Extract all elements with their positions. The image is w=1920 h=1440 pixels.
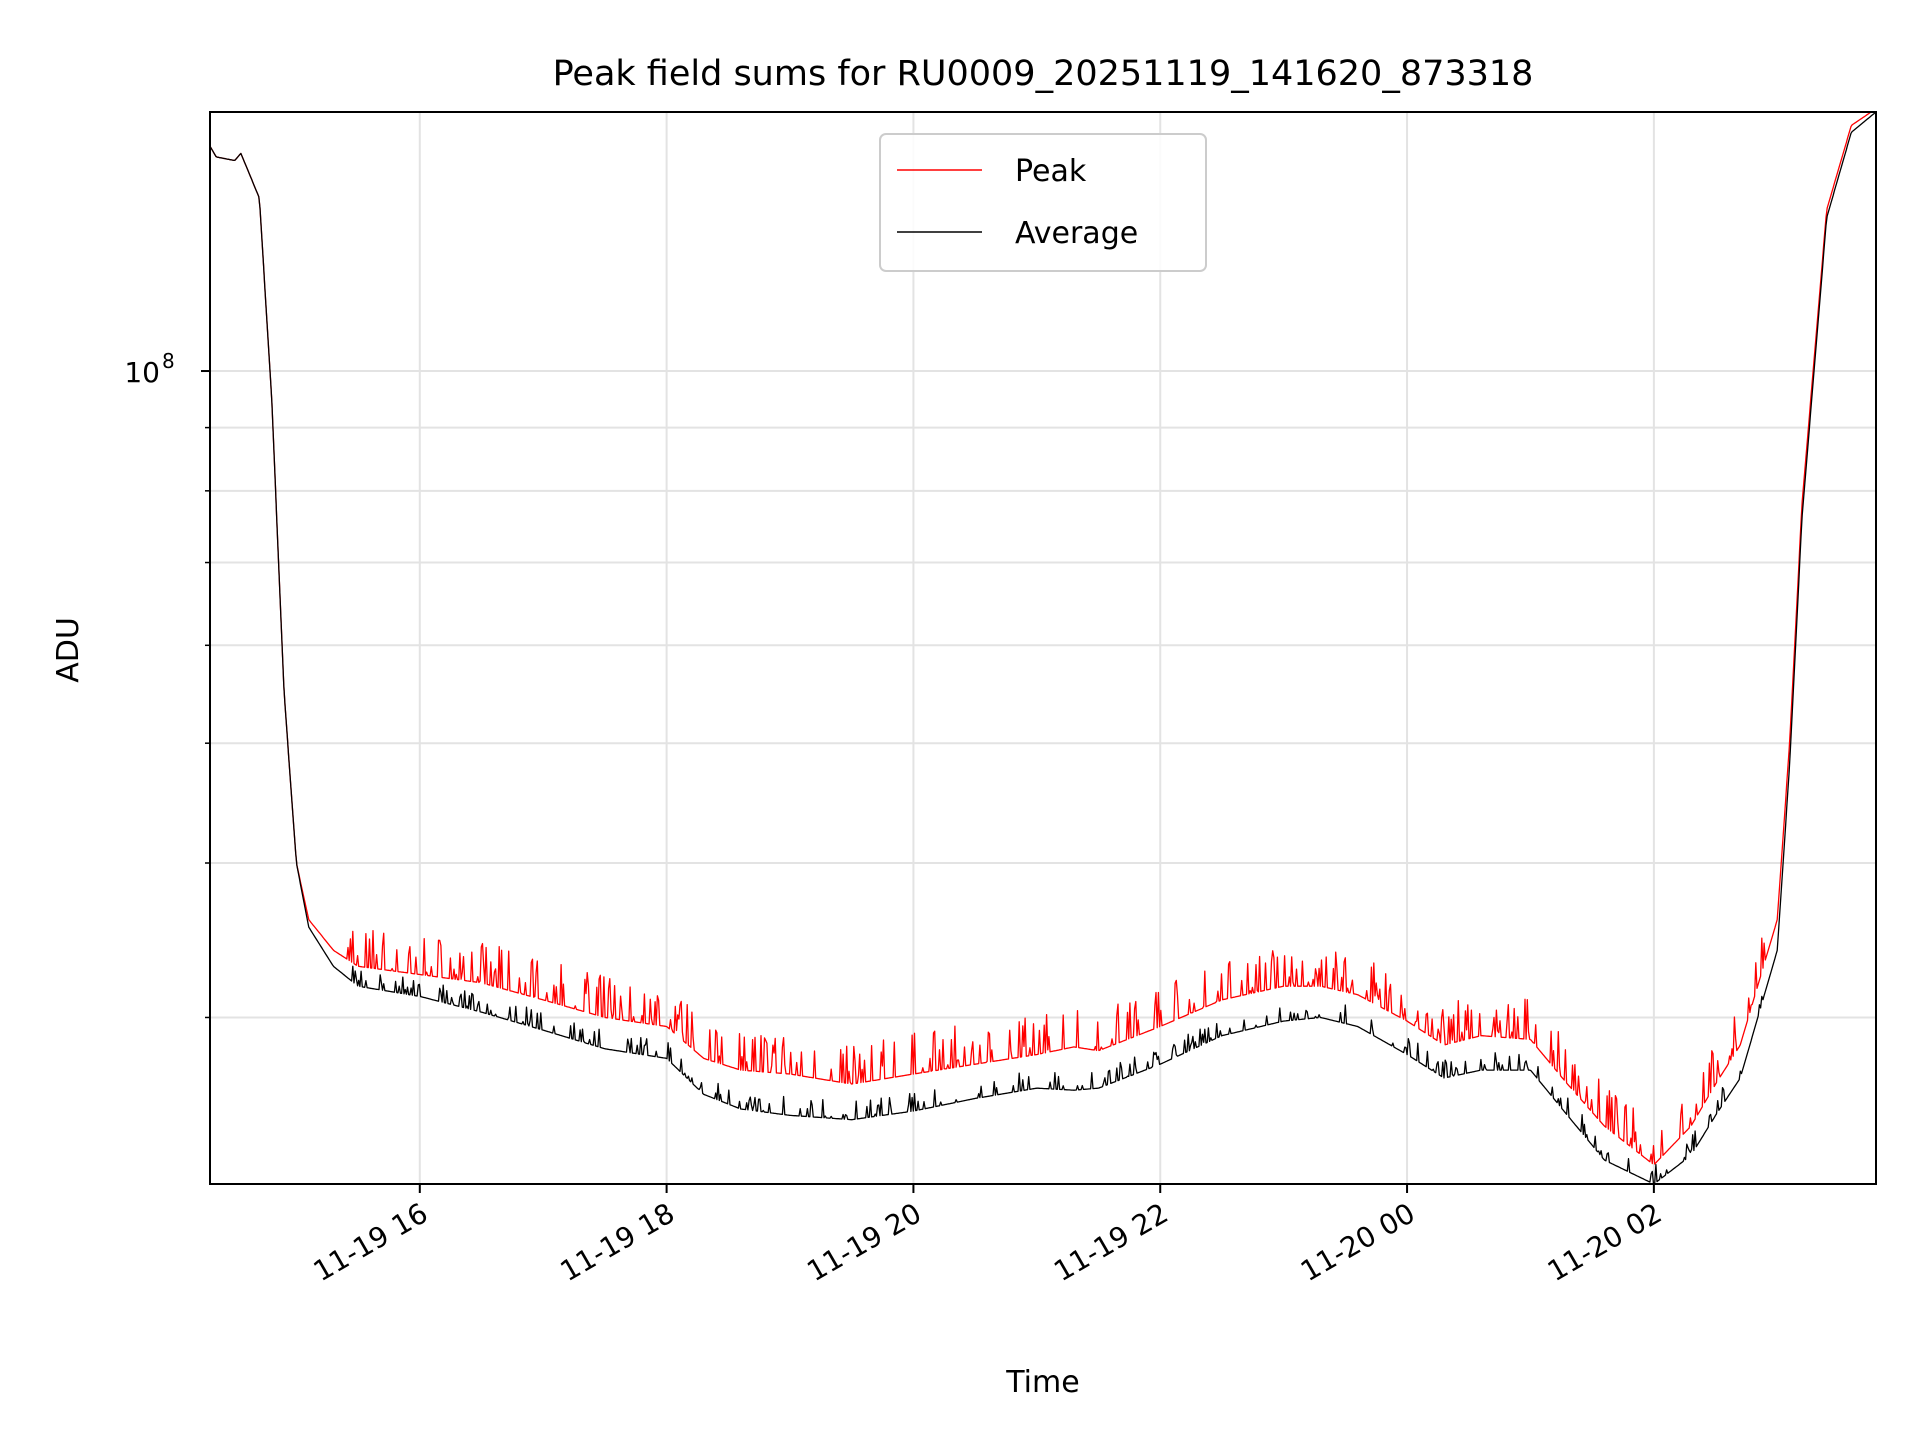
x-axis-label: Time [1005,1365,1079,1400]
chart-title: Peak field sums for RU0009_20251119_1416… [553,54,1534,94]
y-tick-base: 10 [124,356,160,389]
plot-frame [209,111,1877,1185]
legend-label-peak: Peak [1015,154,1087,189]
grid [210,112,1876,1184]
legend: Peak Average [879,133,1207,272]
series-line-peak [209,111,1876,1165]
y-tick-label: 10 [124,356,160,389]
legend-box [879,133,1207,272]
series-line-average [209,111,1877,1185]
series-layer [209,111,1877,1185]
y-axis-label: ADU [51,617,86,683]
y-tick-exponent: 8 [162,349,175,373]
legend-label-average: Average [1015,216,1138,251]
y-axis: 10 8 [124,349,210,1019]
